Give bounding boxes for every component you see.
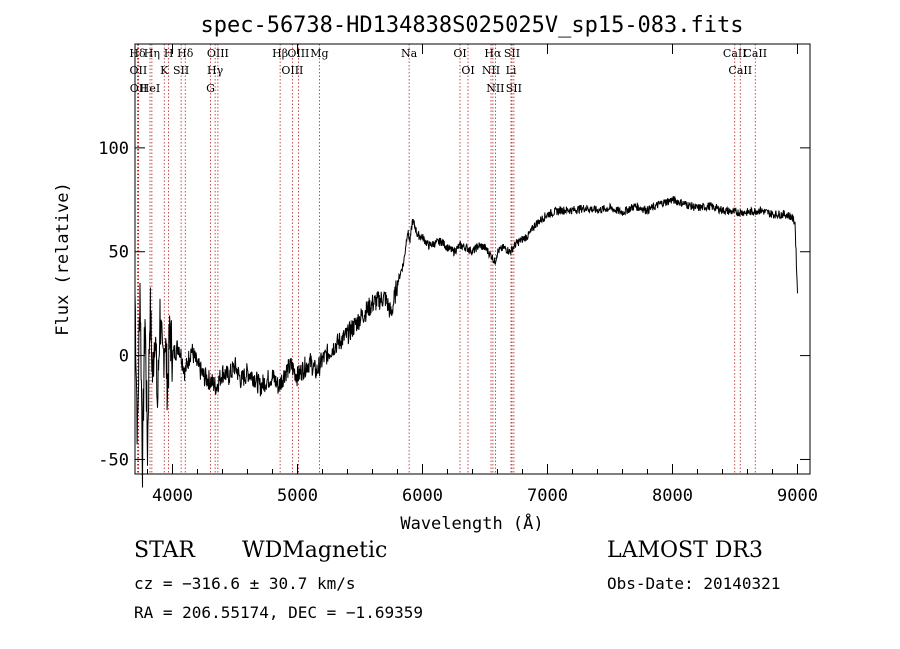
marker-label-4: Hη <box>144 47 160 60</box>
marker-label-1: OII <box>130 64 148 77</box>
marker-label-14: OIII <box>287 47 309 60</box>
x-tick-label-3: 7000 <box>527 486 568 506</box>
y-tick-label-1: 0 <box>119 347 129 367</box>
x-axis-label: Wavelength (Å) <box>400 512 543 534</box>
marker-label-8: Hδ <box>177 47 194 60</box>
marker-label-11: G <box>206 82 215 95</box>
marker-label-25: CaII <box>723 47 747 60</box>
marker-label-5: K <box>160 64 169 77</box>
x-tick-label-2: 6000 <box>402 486 443 506</box>
marker-label-17: OI <box>453 47 466 60</box>
x-tick-label-1: 5000 <box>277 486 318 506</box>
marker-label-27: CaII <box>743 47 767 60</box>
data-layer <box>134 195 798 488</box>
coordinates-text: RA = 206.55174, DEC = −1.69359 <box>134 603 423 622</box>
class-label: STAR <box>134 538 195 563</box>
marker-label-2: OII <box>130 82 148 95</box>
marker-label-19: Hα <box>484 47 502 60</box>
x-tick-label-0: 4000 <box>152 486 193 506</box>
x-tick-label-5: 9000 <box>777 486 818 506</box>
marker-label-24: SII <box>506 82 522 95</box>
marker-label-9: OIII <box>207 47 229 60</box>
x-tick-label-4: 8000 <box>652 486 693 506</box>
marker-label-18: OI <box>461 64 474 77</box>
marker-label-20: NII <box>482 64 500 77</box>
survey-label: LAMOST DR3 <box>607 538 763 563</box>
marker-label-13: OIII <box>281 64 303 77</box>
marker-label-26: CaII <box>728 64 752 77</box>
marker-label-3: HeI <box>140 82 160 95</box>
y-tick-label-3: 100 <box>98 139 129 159</box>
axis-ticks: 4000 5000 6000 7000 8000 9000 -50 0 50 100 <box>98 44 818 506</box>
marker-label-0: Hδ <box>129 47 146 60</box>
marker-label-23: Li <box>506 64 517 77</box>
flux-series-line <box>134 195 798 488</box>
marker-label-7: SII <box>173 64 189 77</box>
marker-label-16: Na <box>401 47 418 60</box>
marker-label-22: SII <box>504 47 520 60</box>
marker-label-6: H <box>164 47 174 60</box>
velocity-text: cz = −316.6 ± 30.7 km/s <box>134 574 356 593</box>
obs-date-text: Obs-Date: 20140321 <box>607 574 781 593</box>
marker-label-10: Hγ <box>207 64 224 77</box>
y-tick-label-2: 50 <box>109 243 129 263</box>
plot-frame <box>134 43 811 475</box>
y-tick-label-0: -50 <box>98 450 129 470</box>
y-axis-label: Flux (relative) <box>53 182 73 336</box>
marker-label-15: Mg <box>310 47 328 60</box>
chart-title: spec-56738-HD134838S025025V_sp15-083.fit… <box>200 13 743 38</box>
subclass-label: WDMagnetic <box>242 538 388 563</box>
marker-label-12: Hβ <box>272 47 288 60</box>
marker-label-21: NII <box>486 82 504 95</box>
